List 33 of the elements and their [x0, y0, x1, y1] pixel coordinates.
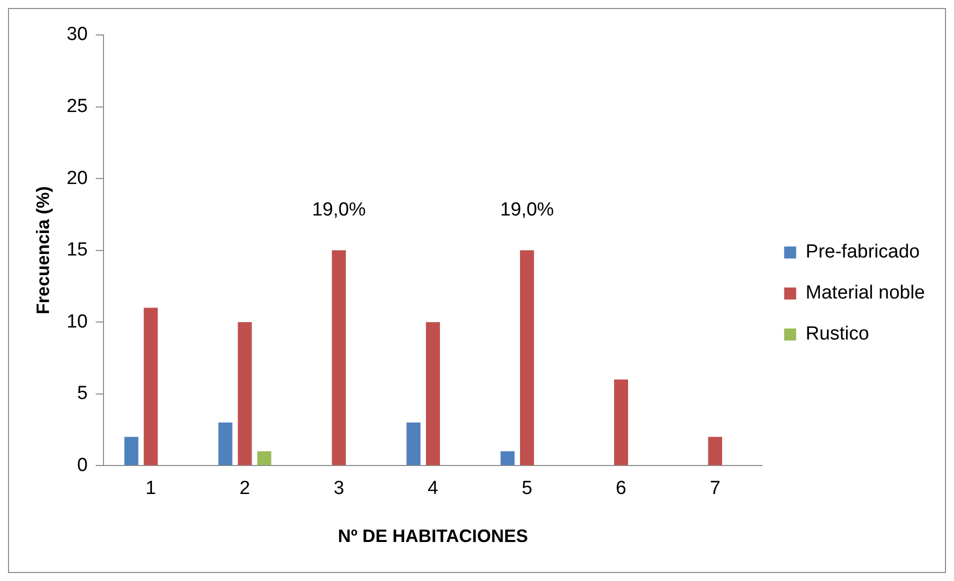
- bar: [500, 451, 515, 466]
- x-tick-label: 4: [428, 478, 439, 500]
- y-tick-label: 20: [66, 168, 88, 189]
- legend-label: Pre-fabricado: [806, 242, 920, 263]
- bar: [614, 379, 628, 466]
- y-tick-label: 30: [66, 24, 88, 46]
- y-tick-label: 5: [77, 383, 88, 404]
- y-tick-label: 15: [66, 240, 88, 261]
- bar: [520, 250, 534, 466]
- bar: [144, 308, 158, 466]
- x-tick-label: 2: [240, 478, 250, 500]
- annotation: 19,0%: [500, 200, 554, 221]
- x-tick-label: 1: [145, 478, 156, 500]
- legend-label: Material noble: [806, 282, 925, 304]
- x-axis-title: Nº DE HABITACIONES: [338, 526, 528, 546]
- x-tick-label: 7: [710, 478, 720, 500]
- bar: [406, 422, 421, 466]
- y-tick-label: 25: [66, 96, 88, 117]
- bar: [238, 322, 252, 466]
- y-tick-label: 10: [66, 311, 88, 332]
- bar: [426, 322, 440, 466]
- bar: [257, 451, 272, 466]
- x-tick-label: 3: [334, 478, 344, 500]
- annotation: 19,0%: [312, 200, 366, 221]
- bar: [218, 422, 232, 466]
- y-axis-title: Frecuencia (%): [32, 186, 53, 314]
- bar: [124, 436, 138, 466]
- x-tick-label: 6: [616, 478, 626, 500]
- bar: [708, 436, 722, 466]
- x-tick-label: 5: [522, 478, 532, 500]
- y-tick-label: 0: [77, 454, 88, 476]
- bar: [332, 250, 346, 466]
- legend-label: Rustico: [806, 324, 870, 345]
